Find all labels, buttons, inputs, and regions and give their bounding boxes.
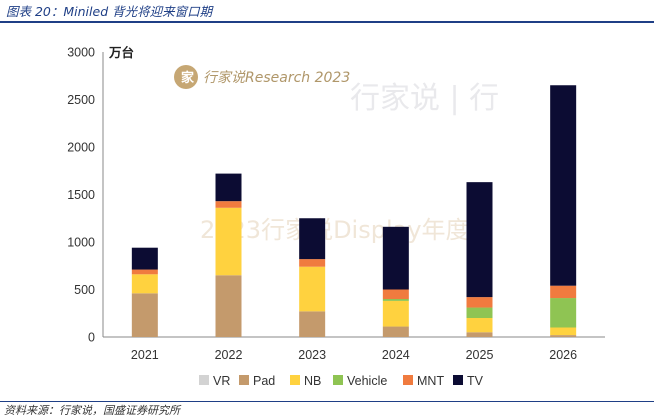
legend-label-mnt: MNT [417,374,444,388]
bar-segment-pad-2025 [466,332,493,337]
y-tick-label: 1000 [67,236,95,250]
bar-segment-mnt-2023 [299,259,326,267]
bar-segment-nb-2025 [466,318,493,333]
legend-label-pad: Pad [253,374,275,388]
bar-segment-mnt-2022 [215,201,242,208]
legend-swatch-pad [239,375,249,385]
bar-segment-pad-2021 [131,293,158,337]
y-tick-label: 0 [88,331,95,345]
y-tick-label: 500 [74,283,95,297]
title-rule [0,21,654,23]
x-tick-labels: 2021 2022 2023 2024 2025 2026 [131,348,577,362]
watermark: 家 行家说Research 2023 行家说 | 行 2023行家说Displa… [174,65,499,244]
legend-swatch-vr [199,375,209,385]
x-tick-label: 2022 [215,348,243,362]
chart-axes: 万台 0 500 1000 1500 2000 2500 3000 [67,45,605,345]
bar-segment-tv-2024 [382,226,409,290]
x-tick-label: 2024 [382,348,410,362]
bar-segment-mnt-2021 [131,269,158,275]
legend-label-vehicle: Vehicle [347,374,387,388]
legend-label-vr: VR [213,374,230,388]
x-tick-label: 2026 [549,348,577,362]
bar-segment-mnt-2025 [466,297,493,308]
legend-swatch-tv [453,375,463,385]
bar-segment-nb-2022 [215,207,242,276]
figure-title: 图表 20：Miniled 背光将迎来窗口期 [6,4,213,19]
legend-swatch-vehicle [333,375,343,385]
y-tick-label: 2500 [67,93,95,107]
bar-segment-vehicle-2026 [550,298,577,328]
y-tick-label: 2000 [67,141,95,155]
bar-segment-nb-2021 [131,274,158,294]
bar-segment-nb-2026 [550,327,577,336]
chart-bars [131,85,577,337]
x-tick-label: 2025 [466,348,494,362]
bar-segment-pad-2022 [215,275,242,337]
legend-label-nb: NB [304,374,321,388]
y-tick-label: 3000 [67,46,95,60]
watermark-large-logo: 行家说 | 行 [350,81,499,116]
legend-swatch-mnt [403,375,413,385]
watermark-banner: 2023行家说Display年度 [200,216,470,244]
watermark-text: 行家说Research 2023 [203,70,350,86]
source-note: 资料来源：行家说，国盛证券研究所 [4,404,180,417]
bar-segment-pad-2023 [299,311,326,337]
bar-segment-mnt-2024 [382,289,409,299]
chart-legend: VR Pad NB Vehicle MNT TV [199,374,484,388]
y-unit-label: 万台 [108,45,134,60]
bar-segment-tv-2022 [215,173,242,202]
svg-text:家: 家 [181,70,195,86]
bar-segment-tv-2025 [466,182,493,298]
watermark-logo-icon [174,65,198,89]
bar-segment-mnt-2026 [550,285,577,299]
bar-segment-vehicle-2025 [466,307,493,318]
bar-segment-pad-2024 [382,326,409,337]
bar-segment-nb-2023 [299,266,326,312]
source-rule [0,401,654,402]
x-tick-label: 2023 [298,348,326,362]
bar-segment-tv-2026 [550,85,577,286]
bar-segment-tv-2023 [299,218,326,260]
x-tick-label: 2021 [131,348,159,362]
bar-segment-pad-2026 [550,335,577,337]
y-tick-label: 1500 [67,188,95,202]
legend-swatch-nb [290,375,300,385]
bar-segment-nb-2024 [382,300,409,327]
bar-segment-tv-2021 [131,247,158,270]
bar-segment-vehicle-2024 [382,299,409,301]
legend-label-tv: TV [467,374,484,388]
